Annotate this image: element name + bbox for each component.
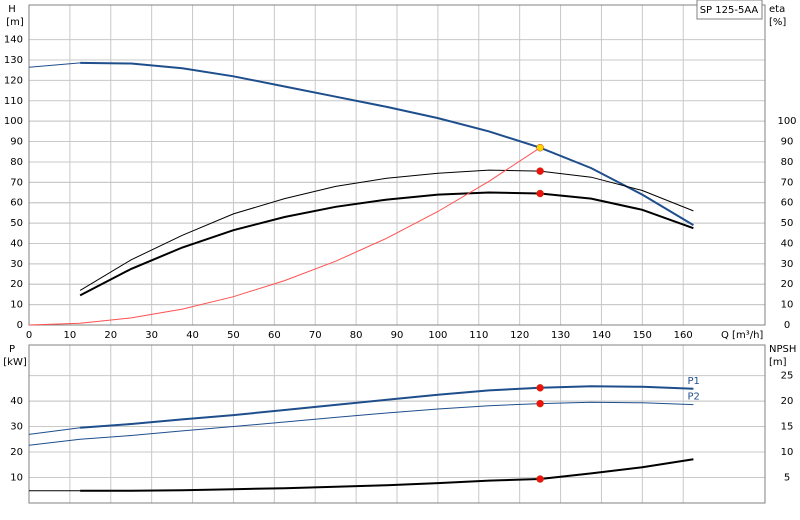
duty-point <box>536 399 544 408</box>
x-tick-label: 120 <box>510 330 529 341</box>
curve-label: P1 <box>687 376 699 387</box>
title-box <box>696 0 763 20</box>
curve <box>28 147 541 326</box>
x-tick-label: 70 <box>309 330 322 341</box>
y-tick-label: 40 <box>10 396 23 407</box>
curve <box>28 427 81 435</box>
x-tick-label: 40 <box>186 330 199 341</box>
x-tick-label: 60 <box>268 330 281 341</box>
x-tick-label: 150 <box>633 330 652 341</box>
y2-tick-label: 20 <box>781 279 794 290</box>
duty-point <box>536 475 544 483</box>
curve <box>79 191 694 297</box>
y-tick-label: 120 <box>4 75 23 86</box>
y-axis-unit: [m] <box>6 17 24 28</box>
x-axis-label: Q [m³/h] <box>721 330 763 341</box>
duty-point <box>536 384 544 392</box>
curve <box>80 385 694 429</box>
y2-axis-unit: [%] <box>769 17 786 28</box>
y-tick-label: 140 <box>4 35 23 46</box>
x-tick-label: 80 <box>350 330 363 341</box>
y2-tick-label: 25 <box>781 371 794 382</box>
x-tick-label: 30 <box>145 330 158 341</box>
y2-tick-label: 10 <box>781 447 794 458</box>
duty-point <box>536 143 544 152</box>
y-tick-label: 130 <box>4 55 23 66</box>
x-tick-label: 20 <box>104 330 117 341</box>
y-tick-label: 70 <box>10 177 23 188</box>
y2-axis-unit: [m] <box>769 357 787 368</box>
y-tick-label: 20 <box>10 279 23 290</box>
x-tick-label: 110 <box>469 330 488 341</box>
y-axis-unit: [kW] <box>3 357 27 368</box>
x-tick-label: 130 <box>551 330 570 341</box>
y-tick-label: 80 <box>10 157 23 168</box>
x-tick-label: 90 <box>391 330 404 341</box>
y2-tick-label: 30 <box>781 259 794 270</box>
y2-axis-label: NPSH <box>769 344 796 355</box>
y-tick-label: 110 <box>4 96 23 107</box>
y2-tick-label: 100 <box>777 116 796 127</box>
y2-tick-label: 80 <box>781 157 794 168</box>
y-tick-label: 0 <box>17 320 23 331</box>
chart-title: SP 125-5AA <box>700 5 759 16</box>
curve <box>79 169 694 291</box>
y-tick-label: 30 <box>10 259 23 270</box>
y-tick-label: 10 <box>10 300 23 311</box>
curve <box>28 62 81 68</box>
x-tick-label: 0 <box>26 330 32 341</box>
y-tick-label: 40 <box>10 238 23 249</box>
y-tick-label: 30 <box>10 422 23 433</box>
x-tick-label: 10 <box>64 330 77 341</box>
y2-tick-label: 5 <box>784 473 790 484</box>
y-tick-label: 90 <box>10 137 23 148</box>
x-tick-label: 100 <box>428 330 447 341</box>
x-tick-label: 160 <box>674 330 693 341</box>
y-tick-label: 100 <box>4 116 23 127</box>
y2-tick-label: 40 <box>781 238 794 249</box>
curve <box>80 61 694 226</box>
y2-tick-label: 0 <box>784 320 790 331</box>
y-axis-label: P <box>9 344 15 355</box>
y-tick-label: 10 <box>10 473 23 484</box>
y-tick-label: 20 <box>10 447 23 458</box>
y2-axis-label: eta <box>769 4 785 15</box>
y-tick-label: 60 <box>10 198 23 209</box>
x-tick-label: 140 <box>592 330 611 341</box>
curve <box>80 458 694 492</box>
curve <box>28 401 694 446</box>
plot-frame <box>28 344 766 504</box>
y2-tick-label: 15 <box>781 422 794 433</box>
y2-tick-label: 50 <box>781 218 794 229</box>
y2-tick-label: 90 <box>781 137 794 148</box>
curve-label: P2 <box>687 392 699 403</box>
plot-frame <box>28 4 766 326</box>
y2-tick-label: 60 <box>781 198 794 209</box>
duty-point <box>536 167 544 175</box>
duty-point <box>536 189 544 198</box>
x-tick-label: 50 <box>227 330 240 341</box>
y2-tick-label: 20 <box>781 396 794 407</box>
y2-tick-label: 10 <box>781 300 794 311</box>
y2-tick-label: 70 <box>781 177 794 188</box>
y-axis-label: H <box>8 4 16 15</box>
y-tick-label: 50 <box>10 218 23 229</box>
